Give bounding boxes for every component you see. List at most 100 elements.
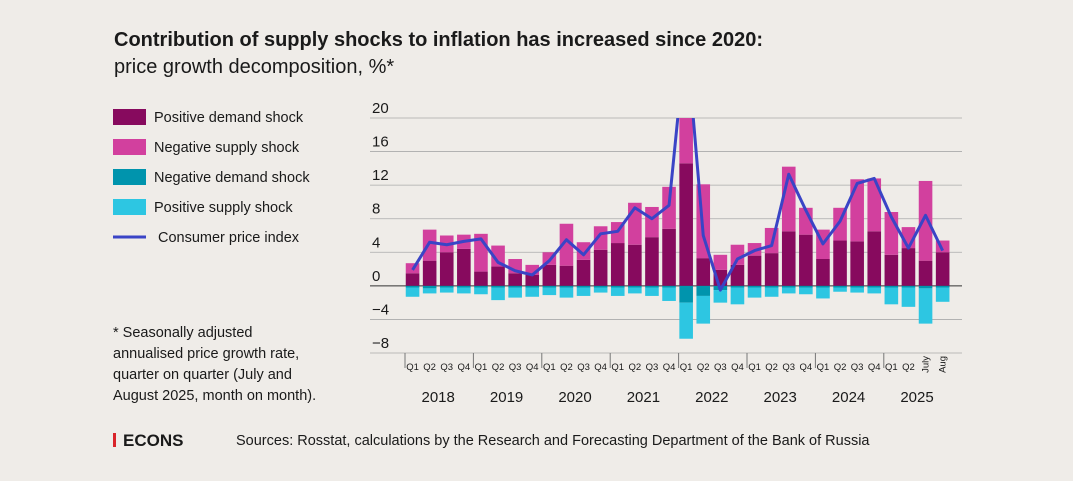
bar-segment xyxy=(764,285,779,288)
bar-segment xyxy=(816,287,830,299)
bar-segment xyxy=(867,178,882,232)
bar-segment xyxy=(696,285,711,296)
x-tick-label: Q4 xyxy=(594,362,607,373)
bar-segment xyxy=(918,260,933,286)
x-tick-label: Q2 xyxy=(834,362,847,373)
bar-segment xyxy=(884,287,899,305)
y-tick-label: 4 xyxy=(372,234,380,251)
bar-segment xyxy=(867,231,882,286)
bar-segment xyxy=(935,287,950,302)
bar-segment xyxy=(918,180,933,261)
x-tick-label: Q1 xyxy=(885,362,898,373)
bar-segment xyxy=(747,285,762,288)
x-tick-label: Q3 xyxy=(714,362,727,373)
bar-segment xyxy=(610,287,625,296)
bar-segment xyxy=(730,244,745,265)
x-tick-label: Q2 xyxy=(765,362,778,373)
bar-segment xyxy=(405,273,420,286)
bar-segment xyxy=(576,285,591,288)
bar-segment xyxy=(457,285,471,288)
bar-segment xyxy=(662,285,676,288)
x-tick-label: July xyxy=(921,356,932,373)
bar-segment xyxy=(799,285,813,288)
bar-segment xyxy=(508,287,522,298)
bar-segment xyxy=(816,285,830,288)
y-tick-label: −4 xyxy=(372,301,389,318)
legend-label: Negative demand shock xyxy=(154,170,310,186)
bar-segment xyxy=(610,285,625,288)
bar-segment xyxy=(422,229,437,261)
bar-segment xyxy=(662,287,676,301)
bar-segment xyxy=(850,241,864,286)
bar-segment xyxy=(730,285,745,288)
bar-segment xyxy=(747,255,762,286)
legend-swatch xyxy=(113,139,146,155)
x-tick-label: Q3 xyxy=(440,362,453,373)
y-tick-label: 20 xyxy=(372,100,389,117)
x-tick-label: Q2 xyxy=(697,362,710,373)
footnote: August 2025, month on month). xyxy=(113,388,316,404)
x-tick-label: Q3 xyxy=(851,362,864,373)
chart-subtitle: price growth decomposition, %* xyxy=(114,56,394,78)
x-tick-label: Q4 xyxy=(663,362,676,373)
x-tick-label: Q1 xyxy=(748,362,761,373)
bars xyxy=(405,118,950,339)
bar-segment xyxy=(833,285,847,288)
bar-segment xyxy=(901,287,916,307)
x-tick-label: Q1 xyxy=(611,362,624,373)
bar-segment xyxy=(439,252,454,286)
bar-segment xyxy=(867,285,882,288)
bar-segment xyxy=(628,244,642,286)
x-group-label: 2019 xyxy=(490,389,523,406)
bar-segment xyxy=(662,186,676,229)
bar-segment xyxy=(696,295,711,324)
x-tick-label: Q4 xyxy=(731,362,744,373)
bar-segment xyxy=(542,264,557,286)
x-tick-label: Q3 xyxy=(509,362,522,373)
bar-segment xyxy=(679,118,693,164)
bar-segment xyxy=(439,285,454,288)
x-tick-label: Q4 xyxy=(526,362,539,373)
bar-segment xyxy=(850,285,864,288)
bar-segment xyxy=(679,302,693,339)
x-tick-label: Q2 xyxy=(423,362,436,373)
x-tick-label: Q2 xyxy=(560,362,573,373)
x-group-label: 2021 xyxy=(627,389,660,406)
bar-segment xyxy=(901,285,916,288)
bar-segment xyxy=(593,285,608,288)
cpi-line xyxy=(411,118,944,292)
bar-segment xyxy=(679,285,693,303)
bar-segment xyxy=(730,287,745,305)
bar-segment xyxy=(491,287,505,301)
bar-segment xyxy=(833,287,847,292)
bar-segment xyxy=(576,287,591,296)
bar-segment xyxy=(730,264,745,286)
bar-segment xyxy=(525,274,540,286)
bar-segment xyxy=(576,242,591,260)
bar-segment xyxy=(525,264,540,275)
x-tick-label: Q4 xyxy=(868,362,881,373)
bar-segment xyxy=(918,288,933,324)
bar-segment xyxy=(764,287,779,297)
bar-segment xyxy=(628,287,642,294)
bar-segment xyxy=(645,287,659,296)
bar-segment xyxy=(439,287,454,293)
bar-segment xyxy=(542,287,557,296)
bar-segment xyxy=(918,285,933,289)
legend-label: Positive supply shock xyxy=(154,200,293,216)
y-tick-label: 16 xyxy=(372,134,389,151)
y-tick-label: 8 xyxy=(372,201,380,218)
x-tick-label: Aug xyxy=(938,356,949,373)
bar-segment xyxy=(884,285,899,288)
bar-segment xyxy=(491,266,505,286)
bar-segment xyxy=(576,259,591,286)
x-tick-label: Q4 xyxy=(800,362,813,373)
x-group-label: 2020 xyxy=(558,389,591,406)
y-tick-label: −8 xyxy=(372,335,389,352)
x-tick-label: Q2 xyxy=(902,362,915,373)
bar-segment xyxy=(713,290,728,303)
legend-swatch xyxy=(113,169,146,185)
x-tick-label: Q3 xyxy=(782,362,795,373)
bar-segment xyxy=(508,273,522,286)
